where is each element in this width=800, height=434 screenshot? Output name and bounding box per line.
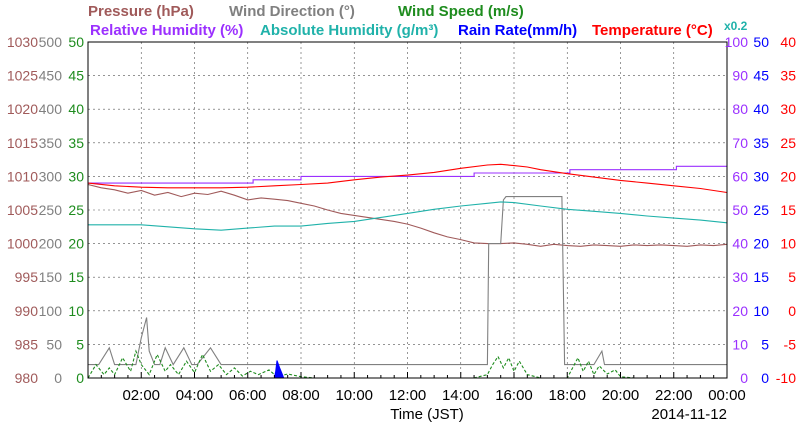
x-tick-label: 20:00 — [602, 387, 640, 404]
y-tick-label-relative-humidity: 80 — [732, 101, 748, 117]
y-tick-label-wind-direction: 50 — [46, 336, 62, 352]
y-tick-label-rain-rate: 0 — [761, 370, 769, 386]
y-tick-label-relative-humidity: 0 — [740, 370, 748, 386]
y-tick-label-rain-rate: 45 — [753, 68, 769, 84]
y-tick-label-relative-humidity: 40 — [732, 236, 748, 252]
y-tick-label-rain-rate: 30 — [753, 168, 769, 184]
x-tick-label: 00:00 — [708, 387, 746, 404]
y-tick-label-rain-rate: 35 — [753, 135, 769, 151]
y-tick-label-rain-rate: 15 — [753, 269, 769, 285]
y-tick-label-temperature: 30 — [780, 101, 796, 117]
y-tick-label-relative-humidity: 60 — [732, 168, 748, 184]
y-tick-label-temperature: 35 — [780, 68, 796, 84]
x-tick-label: 06:00 — [229, 387, 267, 404]
y-tick-label-wind-direction: 100 — [39, 303, 63, 319]
series-line-wind-direction — [88, 196, 727, 366]
x-tick-label: 08:00 — [282, 387, 320, 404]
y-tick-label-wind-speed: 0 — [76, 370, 84, 386]
y-tick-label-pressure: 990 — [15, 303, 39, 319]
y-tick-label-pressure: 1010 — [7, 168, 38, 184]
legend-wind-speed: Wind Speed (m/s) — [398, 3, 524, 20]
x-tick-label: 10:00 — [335, 387, 373, 404]
y-tick-label-wind-direction: 300 — [39, 168, 63, 184]
y-tick-label-pressure: 1015 — [7, 135, 38, 151]
y-tick-label-temperature: 10 — [780, 236, 796, 252]
axes: 02:00 04:00 06:00 08:00 10:00 12:00 14:00 16:00… — [7, 34, 796, 404]
y-tick-label-relative-humidity: 10 — [732, 336, 748, 352]
y-tick-label-rain-rate: 40 — [753, 101, 769, 117]
y-tick-label-wind-speed: 45 — [68, 68, 84, 84]
y-tick-label-pressure: 1030 — [7, 34, 38, 50]
legend-abs-humidity-scale: x0.2 — [724, 19, 748, 33]
y-tick-label-pressure: 980 — [15, 370, 39, 386]
y-tick-label-wind-direction: 450 — [39, 68, 63, 84]
y-tick-label-pressure: 995 — [15, 269, 39, 285]
y-tick-label-wind-speed: 10 — [68, 303, 84, 319]
y-tick-label-wind-speed: 20 — [68, 236, 84, 252]
y-tick-label-temperature: 15 — [780, 202, 796, 218]
y-tick-label-relative-humidity: 90 — [732, 68, 748, 84]
series-line-pressure — [87, 183, 728, 247]
legend-absolute-humidity: Absolute Humidity (g/m³) — [260, 22, 438, 39]
y-tick-label-temperature: 20 — [780, 168, 796, 184]
x-tick-label: 14:00 — [442, 387, 480, 404]
y-tick-label-wind-speed: 15 — [68, 269, 84, 285]
x-tick-label: 02:00 — [122, 387, 160, 404]
series-line-absolute-humidity — [88, 201, 728, 231]
y-tick-label-pressure: 1025 — [7, 68, 38, 84]
y-tick-label-wind-speed: 25 — [68, 202, 84, 218]
legend-temperature: Temperature (°C) — [592, 22, 713, 39]
x-tick-label: 12:00 — [389, 387, 427, 404]
grid-lines — [88, 41, 727, 379]
series-line-temperature — [87, 163, 728, 194]
y-tick-label-pressure: 1020 — [7, 101, 38, 117]
y-tick-label-wind-speed: 5 — [76, 336, 84, 352]
y-tick-label-relative-humidity: 100 — [725, 34, 749, 50]
y-tick-label-temperature: 5 — [788, 269, 796, 285]
y-tick-label-temperature: 25 — [780, 135, 796, 151]
x-tick-label: 22:00 — [655, 387, 693, 404]
y-tick-label-rain-rate: 50 — [753, 34, 769, 50]
y-tick-label-temperature: -5 — [784, 336, 797, 352]
series-line-relative-humidity — [88, 165, 727, 184]
y-tick-label-wind-speed: 50 — [68, 34, 84, 50]
x-tick-label: 16:00 — [495, 387, 533, 404]
y-tick-label-wind-direction: 0 — [54, 370, 62, 386]
x-tick-label: 18:00 — [548, 387, 586, 404]
y-tick-label-wind-speed: 35 — [68, 135, 84, 151]
legend-relative-humidity: Relative Humidity (%) — [90, 22, 243, 39]
y-tick-label-wind-direction: 350 — [39, 135, 63, 151]
y-tick-label-pressure: 1005 — [7, 202, 38, 218]
legend-pressure: Pressure (hPa) — [88, 3, 194, 20]
legend-wind-direction: Wind Direction (°) — [229, 3, 355, 20]
y-tick-label-rain-rate: 20 — [753, 236, 769, 252]
y-tick-label-wind-speed: 40 — [68, 101, 84, 117]
y-tick-label-rain-rate: 25 — [753, 202, 769, 218]
y-tick-label-relative-humidity: 70 — [732, 135, 748, 151]
legend-rain-rate: Rain Rate(mm/h) — [458, 22, 577, 39]
y-tick-label-wind-direction: 500 — [39, 34, 63, 50]
y-tick-label-wind-direction: 150 — [39, 269, 63, 285]
y-tick-label-wind-direction: 200 — [39, 236, 63, 252]
y-tick-label-rain-rate: 5 — [761, 336, 769, 352]
y-tick-label-wind-direction: 400 — [39, 101, 63, 117]
y-tick-label-pressure: 985 — [15, 336, 39, 352]
chart-date: 2014-11-12 — [651, 406, 727, 423]
y-tick-label-temperature: -10 — [776, 370, 796, 386]
x-tick-label: 04:00 — [176, 387, 214, 404]
y-tick-label-pressure: 1000 — [7, 236, 38, 252]
y-tick-label-wind-direction: 250 — [39, 202, 63, 218]
y-tick-label-relative-humidity: 30 — [732, 269, 748, 285]
y-tick-label-relative-humidity: 50 — [732, 202, 748, 218]
x-axis-label: Time (JST) — [390, 406, 464, 423]
y-tick-label-rain-rate: 10 — [753, 303, 769, 319]
y-tick-label-temperature: 0 — [788, 303, 796, 319]
y-tick-label-wind-speed: 30 — [68, 168, 84, 184]
y-tick-label-relative-humidity: 20 — [732, 303, 748, 319]
y-tick-label-temperature: 40 — [780, 34, 796, 50]
